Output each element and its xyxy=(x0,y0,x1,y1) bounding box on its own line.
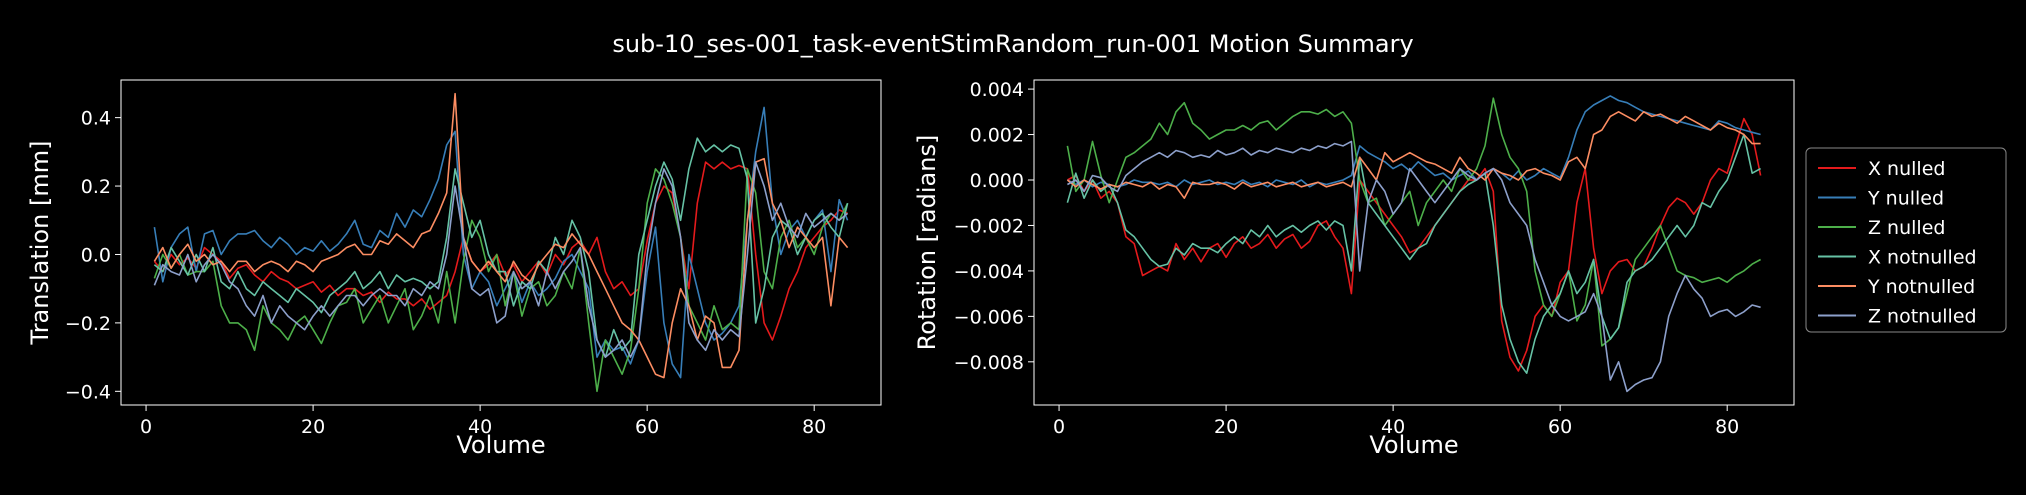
translation-y-tick-label: 0.0 xyxy=(81,244,111,266)
translation-line-y-nulled xyxy=(153,106,849,379)
rotation-x-tick-label: 0 xyxy=(1053,416,1065,438)
translation-line-y-notnulled xyxy=(153,92,849,379)
legend-label-z-notnulled: Z notnulled xyxy=(1868,306,1977,328)
rotation-y-tick-label: 0.000 xyxy=(970,170,1024,192)
rotation-line-y-notnulled xyxy=(1066,111,1761,199)
legend-label-x-nulled: X nulled xyxy=(1868,158,1945,180)
rotation-line-x-notnulled xyxy=(1066,133,1761,375)
translation-x-tick-label: 40 xyxy=(468,416,492,438)
translation-line-x-notnulled xyxy=(153,137,849,358)
legend-label-x-notnulled: X notnulled xyxy=(1868,247,1977,269)
translation-x-axis-label: Volume xyxy=(456,431,545,459)
rotation-axes: 0 20 40 60 80 −0.008 −0.006 −0.004 −0.002 0.000 0.… xyxy=(913,79,1795,459)
legend-label-y-notnulled: Y notnulled xyxy=(1867,276,1975,298)
translation-y-axis-label: Translation [mm] xyxy=(26,141,54,346)
translation-y-tick-label: 0.4 xyxy=(81,108,111,130)
legend-label-y-nulled: Y nulled xyxy=(1867,188,1944,210)
rotation-y-axis-label: Rotation [radians] xyxy=(913,135,941,351)
translation-axes: 0 20 40 60 80 −0.4 −0.2 0.0 0.2 0.4 Volume Translat… xyxy=(26,79,882,459)
rotation-y-tick-label: 0.004 xyxy=(970,79,1024,101)
rotation-x-tick-label: 60 xyxy=(1548,416,1572,438)
rotation-y-tick-label: −0.006 xyxy=(954,306,1024,328)
translation-y-tick-label: −0.2 xyxy=(65,313,111,335)
translation-line-z-notnulled xyxy=(153,161,849,358)
translation-x-tick-label: 80 xyxy=(802,416,826,438)
translation-y-tick-label: −0.4 xyxy=(65,381,111,403)
translation-y-tick-label: 0.2 xyxy=(81,176,111,198)
translation-x-tick-label: 0 xyxy=(140,416,152,438)
rotation-y-tick-label: −0.008 xyxy=(954,352,1024,374)
rotation-line-x-nulled xyxy=(1067,117,1762,372)
rotation-line-z-notnulled xyxy=(1067,140,1761,393)
rotation-line-z-nulled xyxy=(1066,97,1761,347)
figure-title: sub-10_ses-001_task-eventStimRandom_run-… xyxy=(612,30,1414,58)
rotation-y-tick-label: −0.004 xyxy=(954,261,1024,283)
rotation-x-axis-label: Volume xyxy=(1369,431,1458,459)
legend: X nulled Y nulled Z nulled X notnulled Y not… xyxy=(1805,147,2007,333)
rotation-x-tick-label: 40 xyxy=(1381,416,1405,438)
translation-x-tick-label: 20 xyxy=(301,416,325,438)
translation-axes-frame xyxy=(120,79,882,406)
rotation-axes-frame xyxy=(1033,79,1795,406)
rotation-x-tick-label: 80 xyxy=(1715,416,1739,438)
translation-x-tick-label: 60 xyxy=(635,416,659,438)
rotation-x-tick-label: 20 xyxy=(1214,416,1238,438)
legend-label-z-nulled: Z nulled xyxy=(1868,217,1945,239)
rotation-y-tick-label: 0.002 xyxy=(970,125,1024,147)
rotation-y-tick-label: −0.002 xyxy=(954,215,1024,237)
translation-line-x-nulled xyxy=(153,161,848,341)
